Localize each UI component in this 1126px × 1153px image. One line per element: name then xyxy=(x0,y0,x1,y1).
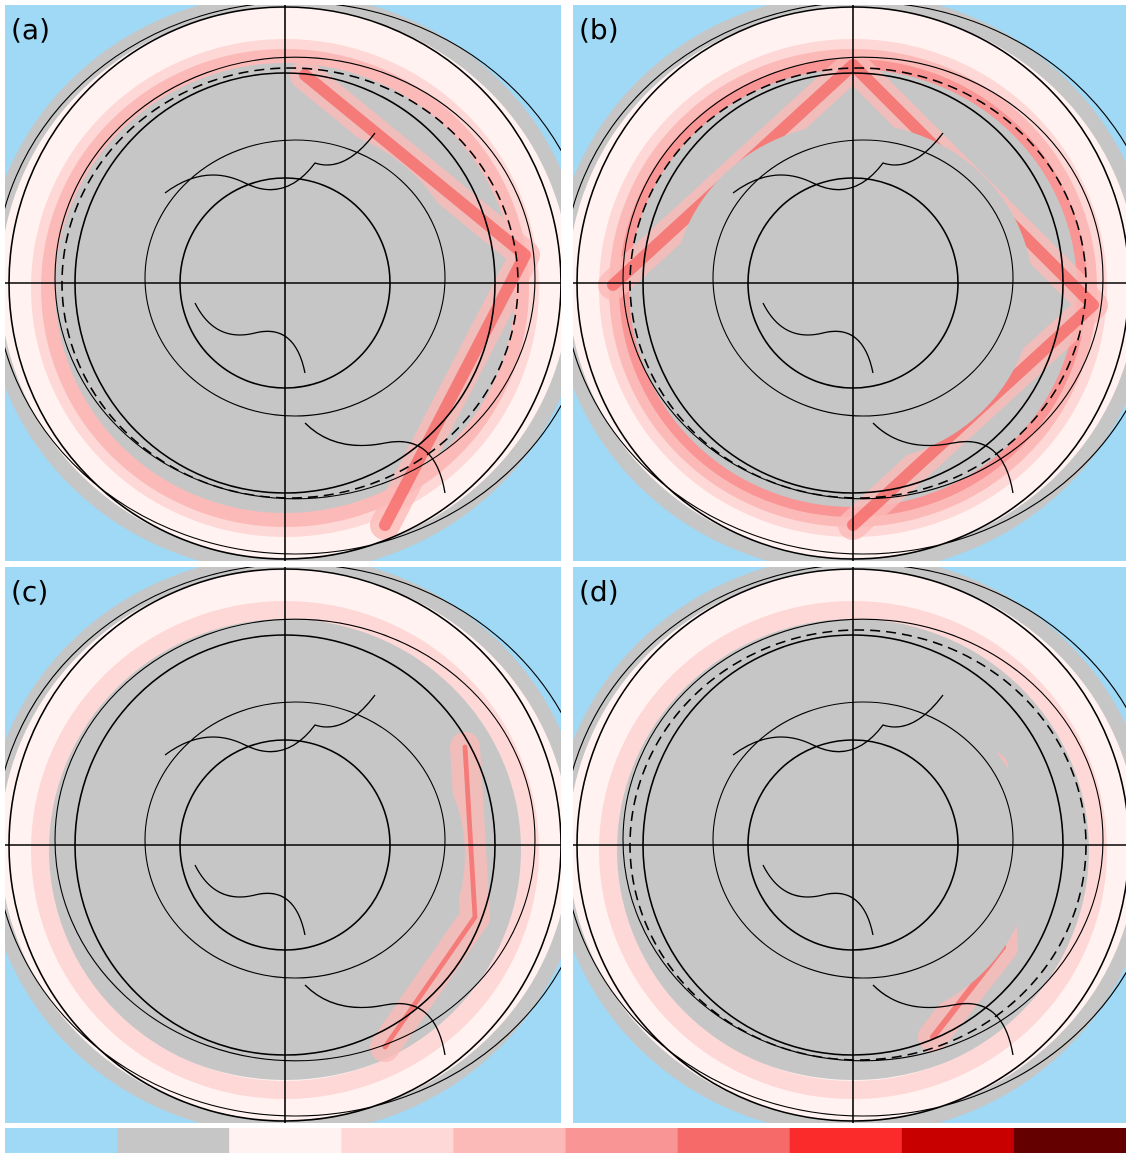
map-panel: (b) xyxy=(553,0,1126,573)
colorbar-swatch xyxy=(566,1128,679,1153)
map-content xyxy=(553,555,1126,1135)
map-panel: (a) xyxy=(0,0,595,573)
map-panel: (c) xyxy=(0,555,595,1135)
panel-label: (a) xyxy=(11,13,50,46)
map-panel: (d) xyxy=(553,555,1126,1135)
colorbar-swatch xyxy=(117,1128,230,1153)
colorbar-swatch xyxy=(902,1128,1015,1153)
panel-label: (d) xyxy=(579,575,619,608)
colorbar-swatch xyxy=(229,1128,342,1153)
map-content xyxy=(553,0,1126,573)
map-content xyxy=(0,555,595,1135)
panel-label: (b) xyxy=(579,13,619,46)
map-content xyxy=(0,0,595,573)
colorbar-swatch xyxy=(341,1128,454,1153)
colorbar-swatch xyxy=(678,1128,791,1153)
colorbar-swatch xyxy=(453,1128,566,1153)
colorbar-swatch xyxy=(790,1128,903,1153)
colorbar-swatch xyxy=(5,1128,118,1153)
panel-label: (c) xyxy=(11,575,48,608)
figure: (a) (b) (c) (d) xyxy=(0,0,1126,1153)
colorbar-swatch xyxy=(1014,1128,1126,1153)
